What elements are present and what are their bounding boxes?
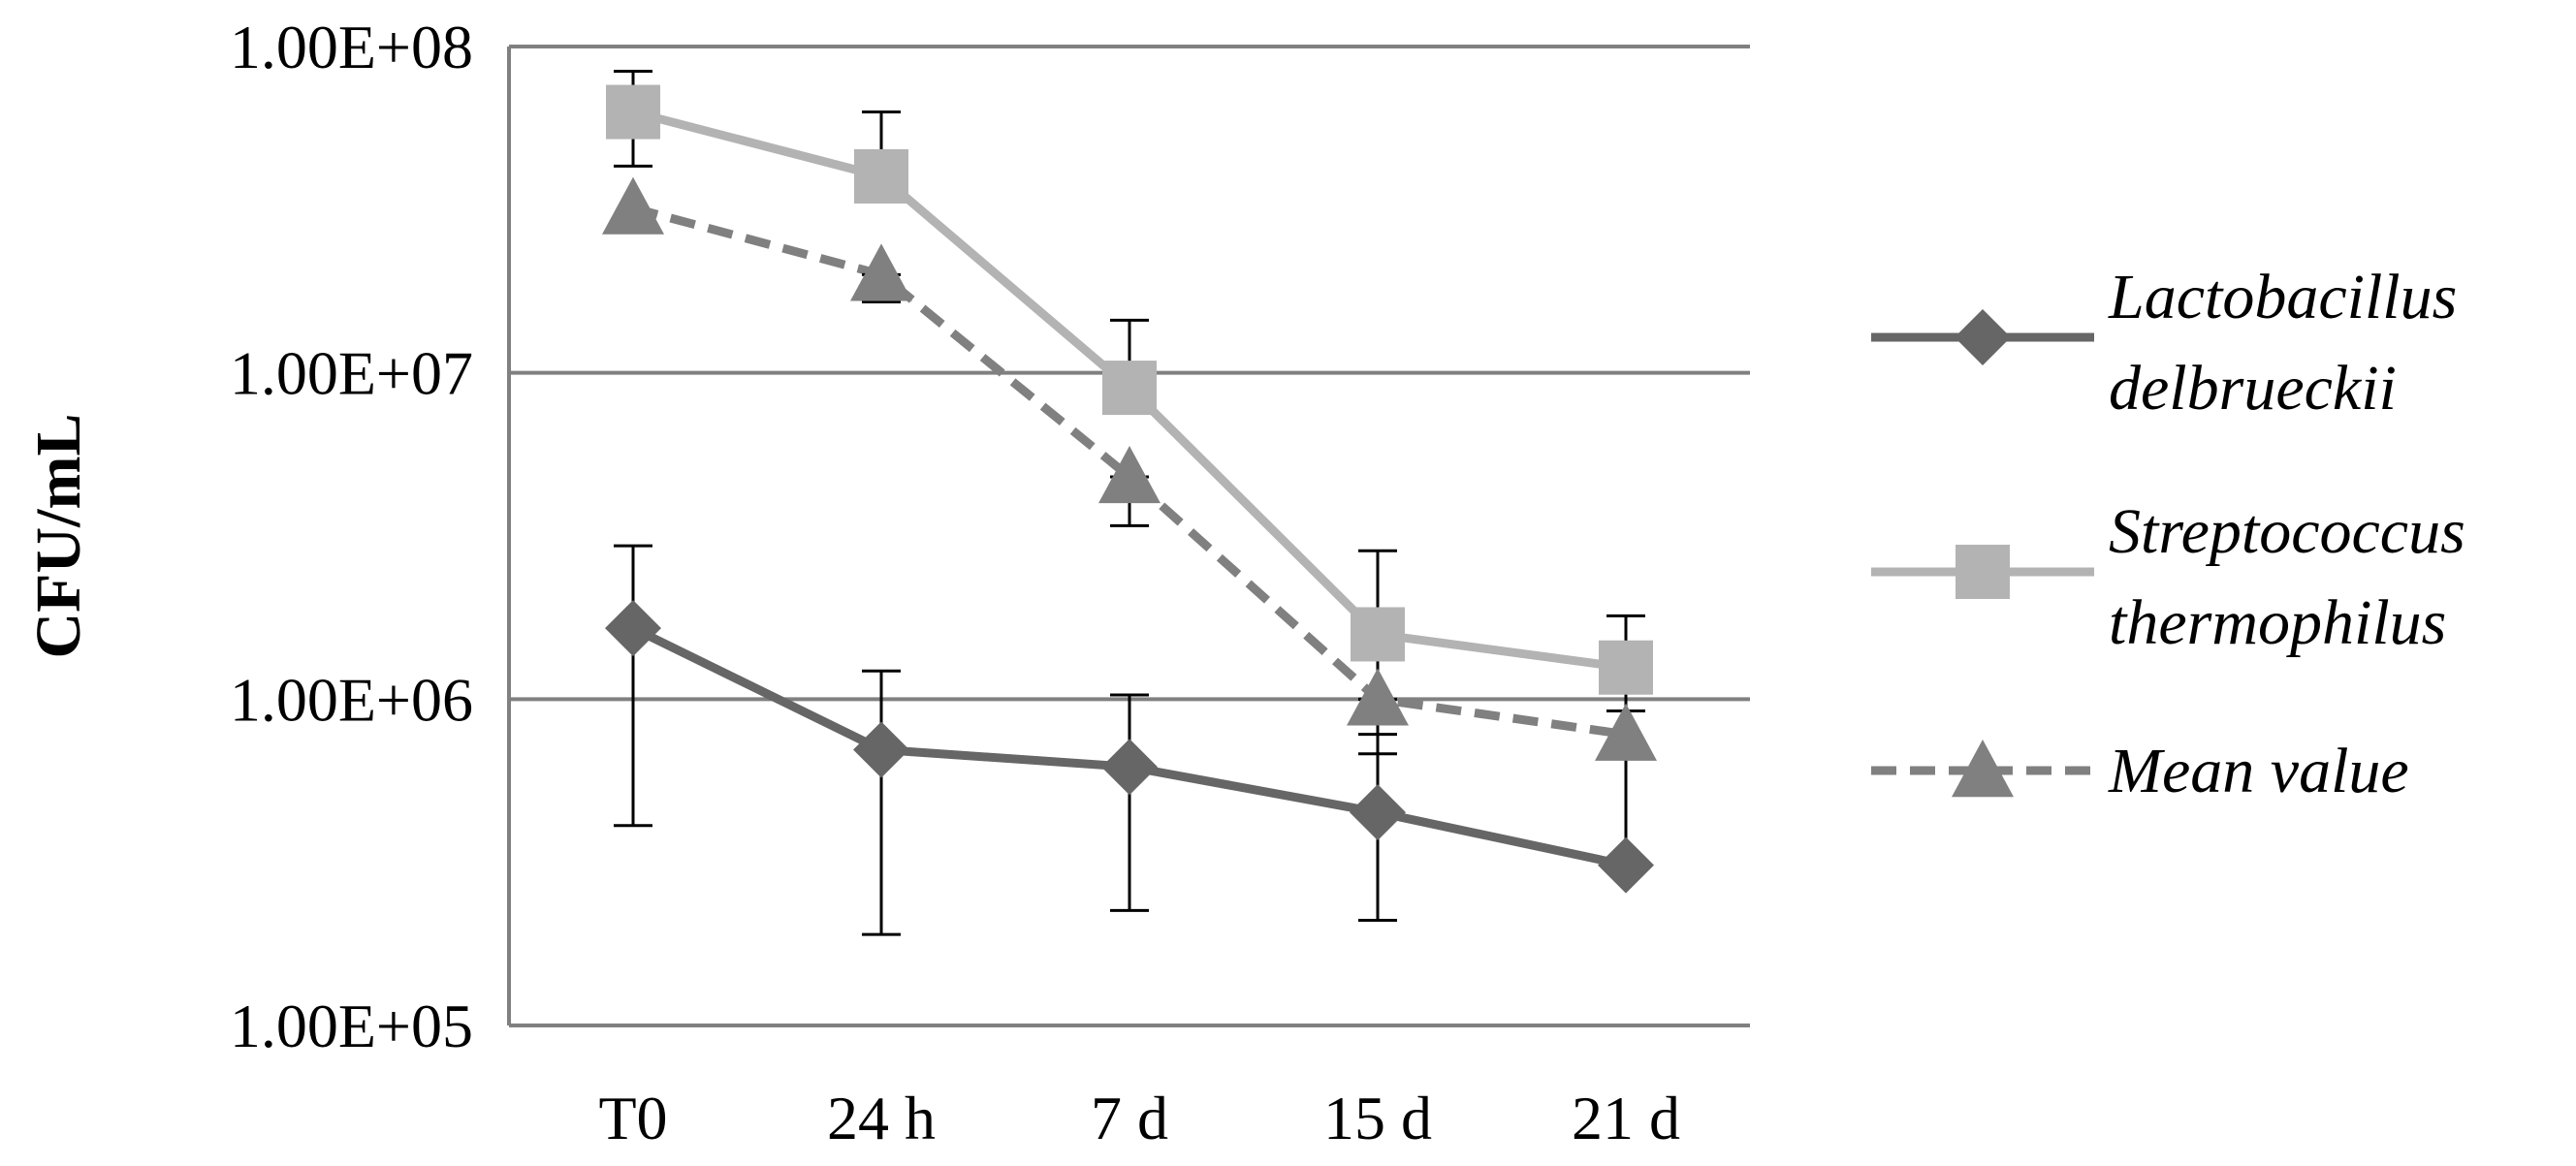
data-point-diamond	[1101, 739, 1158, 796]
series-triangle	[631, 204, 1627, 740]
legend: Lactobacillus delbrueckii Streptococcus the…	[1871, 262, 2465, 806]
y-tick-label: 1.00E+06	[230, 665, 473, 734]
data-point-square	[1102, 361, 1157, 416]
x-tick-label: 15 d	[1323, 1084, 1432, 1152]
y-tick-label: 1.00E+08	[230, 13, 473, 81]
data-point-diamond	[1598, 836, 1654, 894]
data-point-square	[854, 148, 908, 204]
legend-marker-square	[1956, 545, 2010, 599]
series-line	[631, 204, 1627, 740]
data-point-square	[606, 84, 660, 140]
legend-label: Lactobacillus	[2108, 262, 2457, 332]
data-point-square	[1599, 640, 1653, 695]
data-point-diamond	[1350, 784, 1406, 841]
legend-entry: Streptococcus thermophilus	[1871, 496, 2465, 658]
legend-label: Mean value	[2108, 736, 2409, 806]
legend-entry: Mean value	[1871, 736, 2409, 806]
data-point-square	[1351, 607, 1405, 662]
legend-label: delbrueckii	[2109, 353, 2397, 424]
data-point-triangle	[602, 176, 664, 235]
legend-label: thermophilus	[2109, 587, 2446, 658]
series-markers	[605, 600, 1654, 894]
series-layer	[602, 69, 1657, 936]
data-point-triangle	[850, 243, 912, 301]
y-tick-labels: 1.00E+05 1.00E+06 1.00E+07 1.00E+08	[230, 13, 473, 1060]
data-point-diamond	[853, 721, 909, 778]
data-point-triangle	[1098, 445, 1161, 504]
legend-marker-triangle	[1952, 740, 2014, 798]
y-tick-label: 1.00E+05	[230, 992, 473, 1060]
x-tick-labels: T0 24 h 7 d 15 d 21 d	[598, 1084, 1680, 1152]
legend-label: Streptococcus	[2109, 496, 2465, 567]
series-markers	[602, 176, 1657, 761]
data-point-triangle	[1347, 668, 1409, 726]
x-tick-label: T0	[598, 1084, 667, 1152]
x-tick-label: 24 h	[827, 1084, 936, 1152]
legend-entry: Lactobacillus delbrueckii	[1871, 262, 2457, 424]
y-tick-label: 1.00E+07	[230, 339, 473, 408]
data-point-diamond	[605, 600, 661, 657]
x-tick-label: 7 d	[1091, 1084, 1168, 1152]
series-markers	[606, 84, 1653, 695]
data-point-triangle	[1595, 703, 1657, 761]
x-tick-label: 21 d	[1572, 1084, 1680, 1152]
legend-marker-diamond	[1955, 309, 2011, 365]
y-axis-title: CFU/mL	[23, 414, 94, 659]
